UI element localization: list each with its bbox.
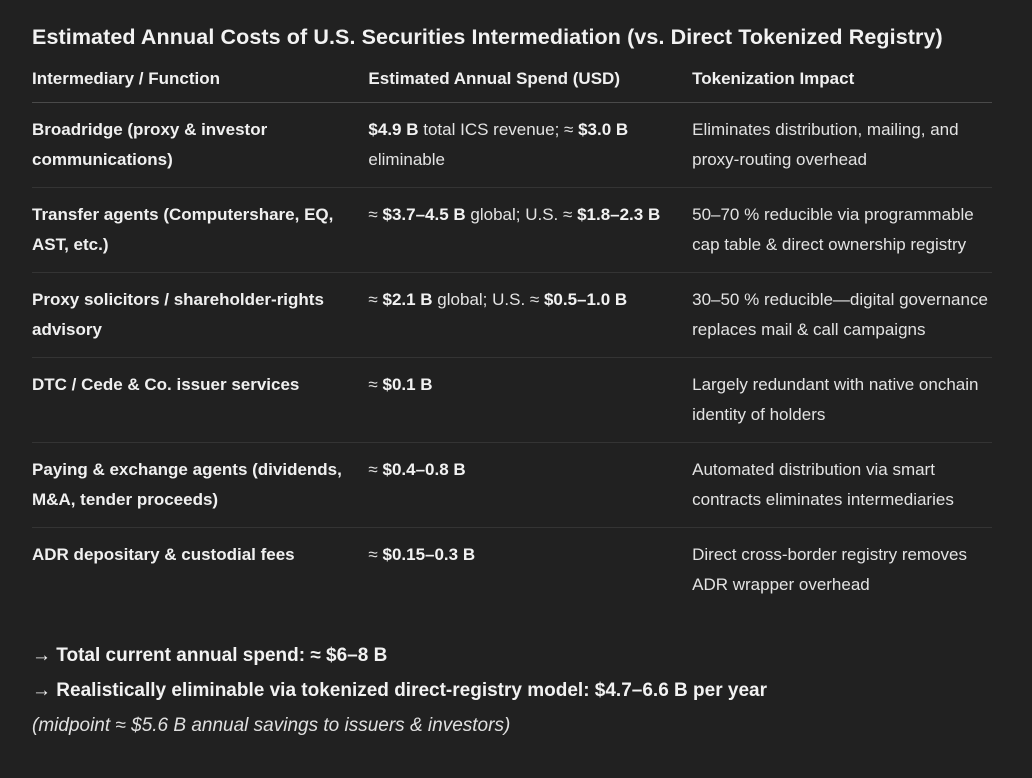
table-row: DTC / Cede & Co. issuer services ≈ $0.1 …: [32, 357, 992, 443]
spend-part: $0.4–0.8 B: [382, 460, 466, 479]
cell-impact: 50–70 % reducible via programmable cap t…: [692, 187, 992, 273]
column-header-spend: Estimated Annual Spend (USD): [368, 62, 693, 103]
cell-function: ADR depositary & custodial fees: [32, 545, 295, 564]
cell-function: Broadridge (proxy & investor communicati…: [32, 102, 369, 188]
spend-part: $2.1 B: [382, 290, 433, 309]
spend-part: ≈: [368, 205, 383, 224]
cell-function: DTC / Cede & Co. issuer services: [32, 357, 369, 443]
spend-part: global; U.S. ≈: [465, 205, 578, 224]
cost-table: Intermediary / Function Estimated Annual…: [32, 62, 992, 612]
spend-part: $4.9 B: [368, 120, 419, 139]
cell-function: Proxy solicitors / shareholder-rights ad…: [32, 272, 369, 358]
summary-total-spend: → Total current annual spend: ≈ $6–8 B: [32, 645, 388, 666]
table-row: Transfer agents (Computershare, EQ, AST,…: [32, 187, 992, 273]
cell-function: Paying & exchange agents (dividends, M&A…: [32, 442, 369, 528]
cell-spend: $4.9 B total ICS revenue; ≈ $3.0 B elimi…: [368, 102, 693, 188]
summary-midpoint-note: (midpoint ≈ $5.6 B annual savings to iss…: [32, 715, 511, 736]
cell-spend: ≈ $0.4–0.8 B: [368, 442, 693, 528]
table-row: Paying & exchange agents (dividends, M&A…: [32, 442, 992, 528]
spend-part: ≈: [368, 375, 383, 394]
spend-part: global; U.S. ≈: [432, 290, 544, 309]
cell-spend: ≈ $0.15–0.3 B: [368, 528, 692, 613]
table-row: Proxy solicitors / shareholder-rights ad…: [32, 272, 992, 358]
cell-spend: ≈ $3.7–4.5 B global; U.S. ≈ $1.8–2.3 B: [368, 187, 693, 273]
spend-part: $0.5–1.0 B: [543, 290, 628, 309]
summary: → Total current annual spend: ≈ $6–8 B →…: [32, 638, 992, 743]
cell-impact: Automated distribution via smart contrac…: [692, 442, 992, 528]
column-header-function: Intermediary / Function: [32, 62, 369, 103]
cell-spend: ≈ $0.1 B: [368, 357, 693, 443]
spend-part: $0.15–0.3 B: [382, 545, 476, 564]
spend-part: ≈: [368, 460, 383, 479]
spend-part: ≈: [368, 290, 383, 309]
table-row: Broadridge (proxy & investor communicati…: [32, 102, 992, 188]
cell-impact: Direct cross-border registry removes ADR…: [692, 545, 968, 594]
summary-eliminable: → Realistically eliminable via tokenized…: [32, 680, 767, 701]
cell-function: Transfer agents (Computershare, EQ, AST,…: [32, 187, 369, 273]
cell-spend: ≈ $2.1 B global; U.S. ≈ $0.5–1.0 B: [368, 272, 693, 358]
spend-part: $3.0 B: [578, 120, 629, 139]
spend-part: $0.1 B: [382, 375, 433, 394]
spend-part: $3.7–4.5 B: [382, 205, 466, 224]
column-header-impact: Tokenization Impact: [692, 62, 992, 103]
page-title: Estimated Annual Costs of U.S. Securitie…: [32, 25, 943, 49]
spend-part: total ICS revenue; ≈: [418, 120, 579, 139]
spend-part: $1.8–2.3 B: [577, 205, 661, 224]
table-header-row: Intermediary / Function Estimated Annual…: [32, 62, 992, 103]
cell-impact: Eliminates distribution, mailing, and pr…: [692, 102, 992, 188]
spend-part: ≈: [368, 545, 383, 564]
cell-impact: 30–50 % reducible—digital governance rep…: [692, 272, 992, 358]
cell-impact: Largely redundant with native onchain id…: [692, 357, 992, 443]
spend-part: eliminable: [368, 150, 445, 169]
table-row: ADR depositary & custodial fees ≈ $0.15–…: [32, 528, 992, 613]
